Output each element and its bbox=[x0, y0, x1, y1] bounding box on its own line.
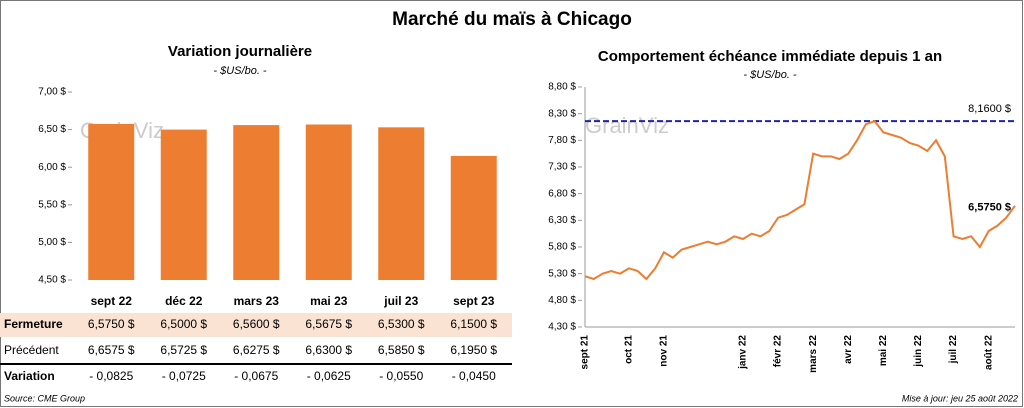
table-cell: 6,5750 $ bbox=[88, 317, 135, 331]
table-cell: - 0,0825 bbox=[89, 369, 133, 383]
row-label: Variation bbox=[4, 369, 55, 383]
y-tick-label: 7,00 $ bbox=[38, 87, 66, 98]
y-tick-label: 6,50 $ bbox=[38, 124, 66, 135]
table-cell: - 0,0725 bbox=[162, 369, 206, 383]
bar bbox=[233, 125, 280, 280]
x-tick-label: sept 23 bbox=[453, 294, 495, 308]
updated: Mise à jour: jeu 25 août 2022 bbox=[902, 393, 1018, 403]
y-tick-label: 8,30 $ bbox=[548, 108, 576, 119]
chart-title: Comportement échéance immédiate depuis 1… bbox=[598, 48, 942, 65]
bar bbox=[88, 123, 135, 281]
x-tick-label: août 22 bbox=[983, 335, 994, 370]
line-series bbox=[584, 119, 1016, 281]
y-tick-label: 5,00 $ bbox=[38, 237, 66, 248]
table-cell: 6,6300 $ bbox=[305, 343, 352, 357]
row-label: Précédent bbox=[4, 343, 59, 357]
table-cell: - 0,0675 bbox=[234, 369, 278, 383]
y-tick-label: 7,80 $ bbox=[548, 135, 576, 146]
bar bbox=[305, 124, 352, 280]
x-tick-label: juil 22 bbox=[948, 335, 959, 365]
x-tick-label: sept 22 bbox=[91, 294, 133, 308]
x-tick-label: juin 22 bbox=[913, 335, 924, 368]
table-cell: 6,5000 $ bbox=[160, 317, 207, 331]
y-tick-label: 5,30 $ bbox=[548, 268, 576, 279]
x-tick-label: mai 23 bbox=[310, 294, 348, 308]
y-tick-label: 5,50 $ bbox=[38, 199, 66, 210]
table-cell: 6,1950 $ bbox=[450, 343, 497, 357]
x-tick-label: déc 22 bbox=[165, 294, 203, 308]
table-cell: 6,1500 $ bbox=[450, 317, 497, 331]
highlight-row bbox=[0, 313, 512, 337]
x-tick-label: mars 23 bbox=[234, 294, 280, 308]
page-title: Marché du maïs à Chicago bbox=[392, 9, 632, 30]
bar bbox=[160, 129, 207, 280]
source: Source: CME Group bbox=[4, 393, 85, 403]
y-tick-label: 4,80 $ bbox=[548, 295, 576, 306]
x-tick-label: mai 22 bbox=[878, 335, 889, 367]
x-tick-label: nov 21 bbox=[659, 335, 670, 367]
y-tick-label: 6,80 $ bbox=[548, 188, 576, 199]
x-tick-label: janv 22 bbox=[738, 335, 749, 370]
x-tick-label: sept 21 bbox=[580, 335, 591, 370]
y-tick-label: 4,50 $ bbox=[38, 275, 66, 286]
table-cell: - 0,0550 bbox=[379, 369, 423, 383]
y-tick-label: 6,30 $ bbox=[548, 215, 576, 226]
table-cell: 6,5600 $ bbox=[233, 317, 280, 331]
table-cell: 6,5850 $ bbox=[378, 343, 425, 357]
reference-label: 8,1600 $ bbox=[968, 103, 1011, 115]
bar bbox=[378, 127, 425, 281]
y-tick-label: 8,80 $ bbox=[548, 82, 576, 93]
table-cell: 6,5675 $ bbox=[305, 317, 352, 331]
x-tick-label: avr 22 bbox=[843, 335, 854, 364]
x-tick-label: févr 22 bbox=[773, 335, 784, 368]
y-tick-label: 6,00 $ bbox=[38, 162, 66, 173]
watermark: GrainViz bbox=[585, 113, 669, 138]
y-tick-label: 4,30 $ bbox=[548, 322, 576, 333]
y-tick-label: 7,30 $ bbox=[548, 162, 576, 173]
x-tick-label: mars 22 bbox=[808, 335, 819, 373]
end-label: 6,5750 $ bbox=[968, 202, 1011, 214]
table-cell: 6,5300 $ bbox=[378, 317, 425, 331]
table-cell: - 0,0450 bbox=[452, 369, 496, 383]
table-cell: 6,6275 $ bbox=[233, 343, 280, 357]
chart-title: Variation journalière bbox=[168, 43, 312, 60]
y-tick-label: 5,80 $ bbox=[548, 242, 576, 253]
table-cell: 6,5725 $ bbox=[160, 343, 207, 357]
table-cell: 6,6575 $ bbox=[88, 343, 135, 357]
bar bbox=[450, 155, 497, 280]
row-label: Fermeture bbox=[4, 317, 63, 331]
table-cell: - 0,0625 bbox=[307, 369, 351, 383]
chart-subtitle: - $US/bo. - bbox=[213, 65, 267, 77]
x-tick-label: juil 23 bbox=[383, 294, 418, 308]
chart-subtitle: - $US/bo. - bbox=[743, 69, 797, 81]
x-tick-label: oct 21 bbox=[624, 335, 635, 364]
